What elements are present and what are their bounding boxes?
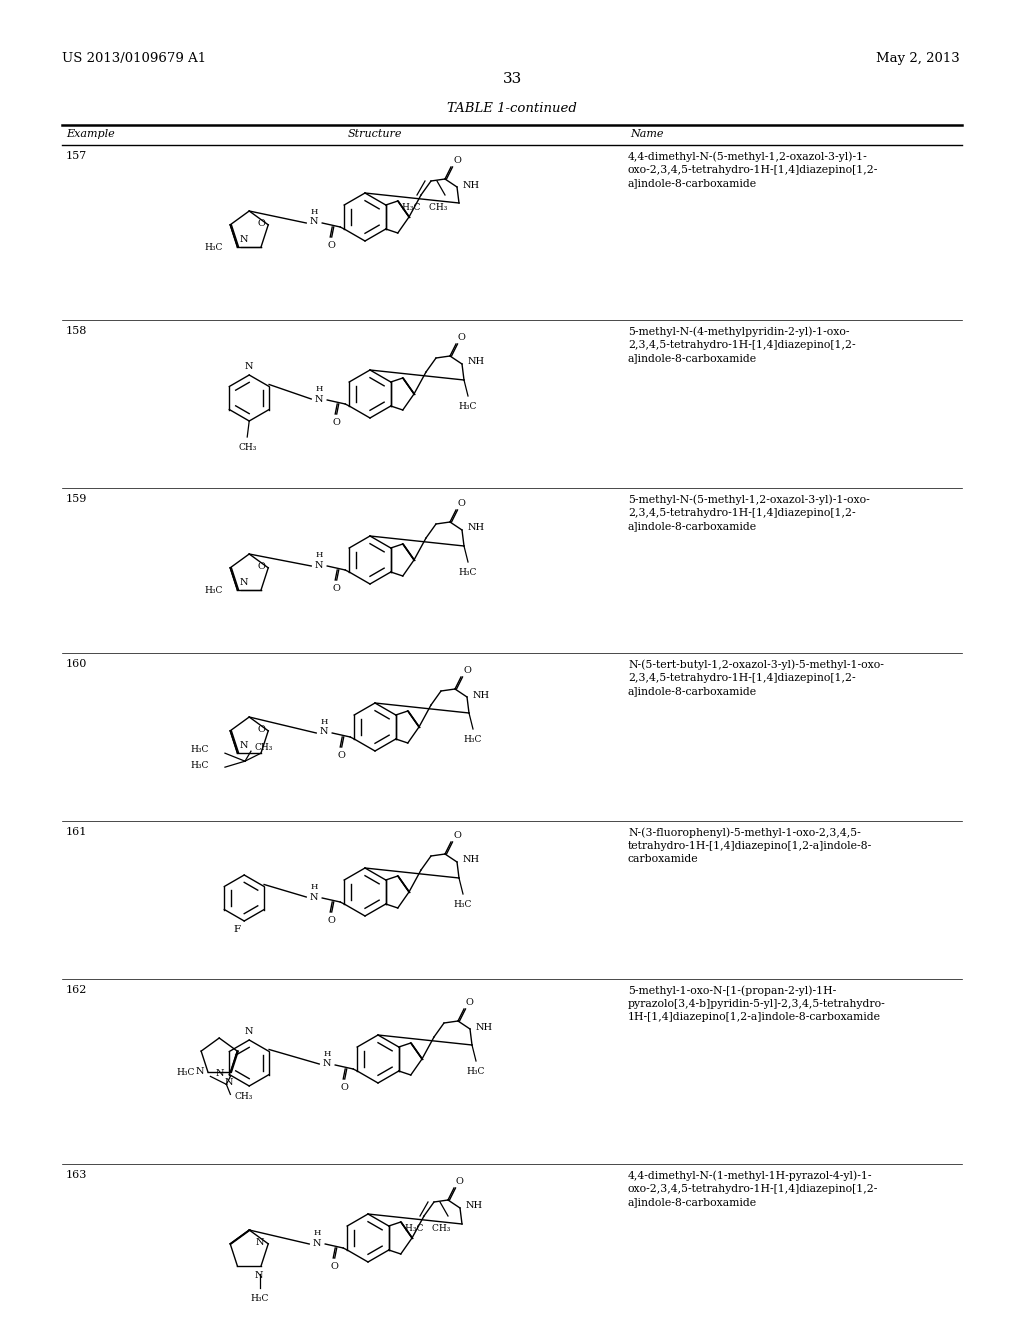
Text: May 2, 2013: May 2, 2013 — [877, 51, 961, 65]
Text: N: N — [196, 1067, 204, 1076]
Text: N: N — [310, 218, 318, 227]
Text: 5-methyl-N-(5-methyl-1,2-oxazol-3-yl)-1-oxo-
2,3,4,5-tetrahydro-1H-[1,4]diazepin: 5-methyl-N-(5-methyl-1,2-oxazol-3-yl)-1-… — [628, 494, 869, 531]
Text: 160: 160 — [66, 659, 87, 669]
Text: H₃C: H₃C — [464, 735, 482, 744]
Text: O: O — [332, 418, 340, 426]
Text: NH: NH — [468, 524, 485, 532]
Text: H₃C: H₃C — [205, 586, 223, 595]
Text: H: H — [313, 1229, 321, 1237]
Text: F: F — [233, 925, 241, 935]
Text: H₃C: H₃C — [251, 1294, 269, 1303]
Text: H₃C: H₃C — [190, 760, 209, 770]
Text: H₃C: H₃C — [176, 1068, 195, 1077]
Text: N: N — [245, 1027, 254, 1036]
Text: O: O — [337, 751, 345, 760]
Text: N: N — [240, 235, 248, 244]
Text: 5-methyl-N-(4-methylpyridin-2-yl)-1-oxo-
2,3,4,5-tetrahydro-1H-[1,4]diazepino[1,: 5-methyl-N-(4-methylpyridin-2-yl)-1-oxo-… — [628, 326, 856, 363]
Text: 33: 33 — [503, 73, 521, 86]
Text: O: O — [463, 667, 471, 675]
Text: H₃C: H₃C — [454, 900, 472, 909]
Text: NH: NH — [468, 358, 485, 367]
Text: O: O — [453, 156, 461, 165]
Text: 162: 162 — [66, 985, 87, 995]
Text: N: N — [313, 1238, 322, 1247]
Text: N: N — [310, 892, 318, 902]
Text: N: N — [216, 1069, 224, 1078]
Text: N: N — [245, 362, 254, 371]
Text: 158: 158 — [66, 326, 87, 337]
Text: 163: 163 — [66, 1170, 87, 1180]
Text: US 2013/0109679 A1: US 2013/0109679 A1 — [62, 51, 206, 65]
Text: 157: 157 — [66, 150, 87, 161]
Text: O: O — [458, 333, 466, 342]
Text: O: O — [257, 725, 265, 734]
Text: O: O — [340, 1082, 348, 1092]
Text: Structure: Structure — [348, 129, 402, 139]
Text: 159: 159 — [66, 494, 87, 504]
Text: O: O — [257, 219, 265, 228]
Text: NH: NH — [473, 690, 490, 700]
Text: H: H — [324, 1049, 331, 1059]
Text: 4,4-dimethyl-N-(5-methyl-1,2-oxazol-3-yl)-1-
oxo-2,3,4,5-tetrahydro-1H-[1,4]diaz: 4,4-dimethyl-N-(5-methyl-1,2-oxazol-3-yl… — [628, 150, 879, 187]
Text: O: O — [453, 832, 461, 840]
Text: O: O — [328, 242, 335, 249]
Text: H₃C   CH₃: H₃C CH₃ — [406, 1224, 451, 1233]
Text: N: N — [315, 395, 324, 404]
Text: H: H — [315, 550, 323, 558]
Text: NH: NH — [466, 1201, 483, 1210]
Text: O: O — [332, 583, 340, 593]
Text: N: N — [319, 727, 329, 737]
Text: CH₃: CH₃ — [238, 444, 256, 451]
Text: N: N — [255, 1271, 263, 1280]
Text: NH: NH — [463, 855, 480, 865]
Text: NH: NH — [463, 181, 480, 190]
Text: 5-methyl-1-oxo-N-[1-(propan-2-yl)-1H-
pyrazolo[3,4-b]pyridin-5-yl]-2,3,4,5-tetra: 5-methyl-1-oxo-N-[1-(propan-2-yl)-1H- py… — [628, 985, 886, 1022]
Text: H₃C: H₃C — [459, 568, 477, 577]
Text: O: O — [328, 916, 335, 925]
Text: N: N — [240, 742, 248, 750]
Text: H₃C   CH₃: H₃C CH₃ — [402, 203, 447, 213]
Text: H: H — [315, 385, 323, 393]
Text: 4,4-dimethyl-N-(1-methyl-1H-pyrazol-4-yl)-1-
oxo-2,3,4,5-tetrahydro-1H-[1,4]diaz: 4,4-dimethyl-N-(1-methyl-1H-pyrazol-4-yl… — [628, 1170, 879, 1206]
Text: H₃C: H₃C — [190, 744, 209, 754]
Text: Example: Example — [66, 129, 115, 139]
Text: H₃C: H₃C — [459, 403, 477, 411]
Text: N: N — [315, 561, 324, 569]
Text: H₃C: H₃C — [467, 1067, 485, 1076]
Text: N-(3-fluorophenyl)-5-methyl-1-oxo-2,3,4,5-
tetrahydro-1H-[1,4]diazepino[1,2-a]in: N-(3-fluorophenyl)-5-methyl-1-oxo-2,3,4,… — [628, 828, 872, 865]
Text: CH₃: CH₃ — [255, 743, 273, 751]
Text: N: N — [224, 1078, 232, 1088]
Text: CH₃: CH₃ — [234, 1092, 253, 1101]
Text: N: N — [256, 1238, 264, 1247]
Text: Name: Name — [630, 129, 664, 139]
Text: N: N — [323, 1060, 332, 1068]
Text: H: H — [310, 209, 317, 216]
Text: NH: NH — [476, 1023, 494, 1031]
Text: O: O — [466, 998, 474, 1007]
Text: H: H — [310, 883, 317, 891]
Text: H₃C: H₃C — [205, 243, 223, 252]
Text: TABLE 1-continued: TABLE 1-continued — [447, 102, 577, 115]
Text: O: O — [257, 562, 265, 572]
Text: 161: 161 — [66, 828, 87, 837]
Text: O: O — [331, 1262, 338, 1271]
Text: H: H — [321, 718, 328, 726]
Text: N: N — [240, 578, 248, 587]
Text: N-(5-tert-butyl-1,2-oxazol-3-yl)-5-methyl-1-oxo-
2,3,4,5-tetrahydro-1H-[1,4]diaz: N-(5-tert-butyl-1,2-oxazol-3-yl)-5-methy… — [628, 659, 884, 696]
Text: O: O — [458, 499, 466, 508]
Text: O: O — [456, 1177, 464, 1185]
